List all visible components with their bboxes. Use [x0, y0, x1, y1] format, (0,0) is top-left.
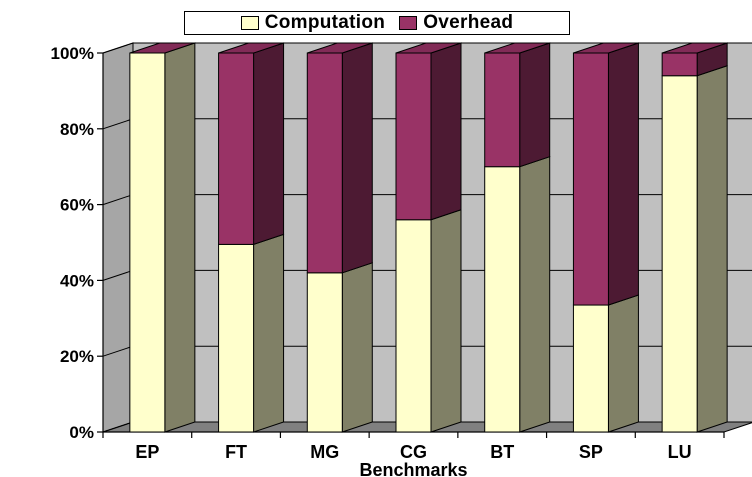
- bar-computation-ft: [218, 233, 285, 433]
- y-tick-label: 80%: [60, 120, 94, 139]
- bar-computation-lu: [661, 65, 728, 433]
- bar-top-ep: [129, 42, 196, 54]
- x-tick-label-mg: MG: [310, 442, 339, 462]
- bar-overhead-ft: [218, 42, 285, 246]
- bar-front: [395, 52, 432, 221]
- bar-overhead-sp: [572, 42, 639, 306]
- y-tick-label: 40%: [60, 271, 94, 290]
- legend-item-overhead: Overhead: [399, 12, 513, 34]
- bar-top-cg: [395, 42, 462, 54]
- bar-side: [164, 42, 196, 433]
- x-tick-label-sp: SP: [579, 442, 603, 462]
- bar-computation-ep: [129, 42, 196, 433]
- bar-side: [607, 294, 639, 433]
- bar-side: [519, 42, 551, 168]
- bar-computation-bt: [484, 156, 551, 433]
- x-tick-label-ep: EP: [135, 442, 159, 462]
- bar-computation-mg: [306, 262, 373, 433]
- bar-overhead-lu: [661, 42, 728, 77]
- side-wall: [102, 42, 134, 433]
- legend-item-computation: Computation: [240, 12, 386, 34]
- bar-front: [572, 304, 609, 433]
- y-tick-label: 60%: [60, 196, 94, 215]
- bar-front: [129, 52, 166, 433]
- legend-label-computation: Computation: [264, 12, 386, 33]
- bar-front: [395, 219, 432, 433]
- bar-overhead-mg: [306, 42, 373, 274]
- legend: Computation Overhead: [184, 11, 570, 35]
- y-tick-label: 100%: [51, 44, 94, 63]
- y-tick-label: 20%: [60, 347, 94, 366]
- bar-side: [519, 156, 551, 433]
- bar-side: [341, 42, 373, 274]
- bar-computation-sp: [572, 294, 639, 433]
- bar-top-mg: [307, 42, 373, 54]
- bar-side: [430, 209, 462, 433]
- bar-front: [306, 272, 343, 433]
- bar-top-bt: [484, 42, 550, 54]
- x-tick-label-bt: BT: [490, 442, 514, 462]
- bar-side: [341, 262, 373, 433]
- legend-swatch-computation: [240, 16, 259, 30]
- bar-front: [484, 52, 521, 168]
- bar-top-sp: [573, 42, 639, 54]
- bar-side: [430, 42, 462, 221]
- y-tick-label: 0%: [69, 423, 94, 442]
- bar-front: [661, 52, 698, 77]
- bar-side: [253, 233, 285, 433]
- x-tick-label-cg: CG: [400, 442, 427, 462]
- bar-computation-cg: [395, 209, 462, 433]
- legend-swatch-overhead: [399, 16, 418, 30]
- bar-side: [696, 65, 728, 433]
- bar-side: [607, 42, 639, 306]
- bar-top-lu: [661, 42, 728, 54]
- bar-top-ft: [218, 42, 284, 54]
- bar-side: [253, 42, 285, 246]
- bar-front: [306, 52, 343, 274]
- bar-front: [572, 52, 609, 306]
- bar-front: [661, 75, 698, 433]
- legend-label-overhead: Overhead: [423, 12, 514, 33]
- bar-front: [218, 243, 255, 433]
- x-tick-label-ft: FT: [225, 442, 247, 462]
- bar-front: [218, 52, 255, 245]
- bar-overhead-bt: [484, 42, 551, 168]
- bar-front: [484, 166, 521, 433]
- x-tick-label-lu: LU: [668, 442, 692, 462]
- x-axis-title: Benchmarks: [359, 460, 467, 477]
- bar-overhead-cg: [395, 42, 462, 221]
